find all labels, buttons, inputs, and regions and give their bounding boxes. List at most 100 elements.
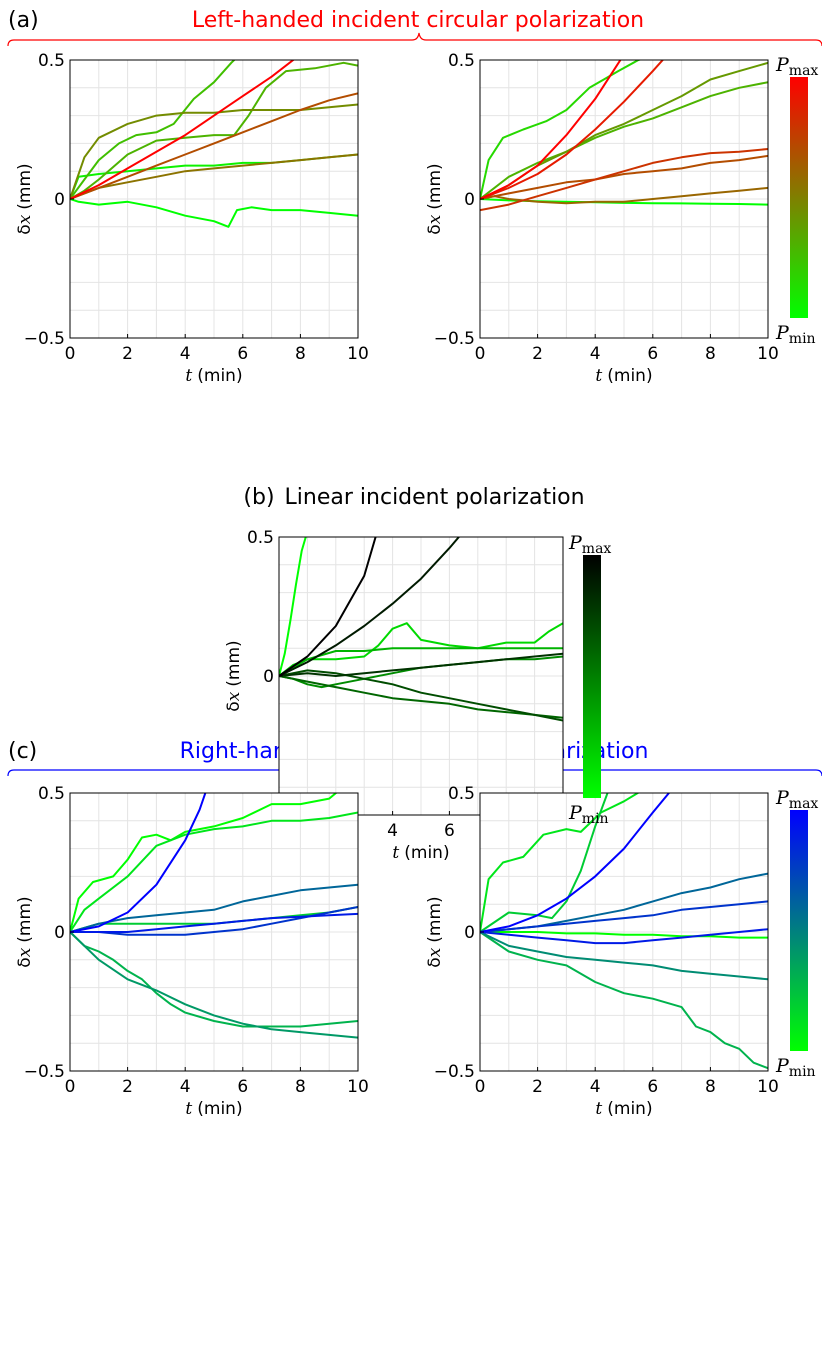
x-tick-label: 4 bbox=[590, 1077, 601, 1097]
y-tick-label: 0 bbox=[54, 190, 65, 210]
series-line-2 bbox=[279, 647, 563, 677]
x-axis-unit: (min) bbox=[607, 1099, 652, 1119]
colorbar-min-label: Pmin bbox=[775, 322, 816, 347]
series-line-1 bbox=[480, 793, 640, 933]
series-line-8 bbox=[70, 793, 207, 933]
x-tick-label: 4 bbox=[387, 821, 398, 841]
y-axis-unit: (mm) bbox=[224, 640, 244, 686]
colorbar-gradient bbox=[790, 77, 808, 318]
series-line-0 bbox=[70, 793, 338, 933]
series-group bbox=[279, 537, 563, 722]
series-line-0 bbox=[480, 931, 768, 939]
plot-c-right: 0 2 4 6 8 10−0.500.5t (min)δx(mm) bbox=[425, 784, 779, 1119]
x-tick-label: 10 bbox=[347, 1077, 369, 1097]
x-axis-var: t bbox=[392, 843, 399, 863]
series-line-2 bbox=[480, 793, 609, 933]
colorbar-gradient bbox=[583, 555, 601, 798]
section-b-text: Linear incident polarization bbox=[285, 485, 585, 510]
y-tick-label: 0 bbox=[54, 923, 65, 943]
y-axis-var: x bbox=[425, 947, 445, 957]
series-line-2 bbox=[70, 60, 236, 200]
x-axis-var: t bbox=[185, 366, 192, 386]
y-axis-var: x bbox=[224, 691, 244, 701]
series-line-3 bbox=[70, 931, 358, 1028]
series-group bbox=[480, 60, 768, 212]
x-tick-label: 8 bbox=[295, 344, 306, 364]
series-line-4 bbox=[480, 186, 768, 205]
x-tick-label: 6 bbox=[237, 1077, 248, 1097]
x-tick-label: 10 bbox=[757, 344, 779, 364]
colorbar-min-label-main: P bbox=[775, 1055, 790, 1077]
plot-a-right: 0 2 4 6 8 10−0.500.5t (min)δx(mm) bbox=[425, 51, 779, 386]
x-tick-label: 0 bbox=[65, 1077, 76, 1097]
series-line-6 bbox=[70, 92, 358, 200]
y-tick-label: 0.5 bbox=[38, 51, 65, 71]
colorbar-min-label: Pmin bbox=[775, 1055, 816, 1080]
section-c-label: (c) bbox=[8, 739, 37, 764]
x-tick-label: 10 bbox=[757, 1077, 779, 1097]
colorbar-max-label-sub: max bbox=[789, 63, 819, 79]
y-tick-label: 0 bbox=[464, 923, 475, 943]
y-axis-var: x bbox=[15, 214, 35, 224]
x-tick-label: 4 bbox=[180, 1077, 191, 1097]
colorbar-gradient bbox=[790, 810, 808, 1051]
x-tick-label: 8 bbox=[295, 1077, 306, 1097]
colorbar-max-label: Pmax bbox=[775, 787, 818, 812]
x-tick-label: 2 bbox=[122, 344, 133, 364]
y-axis-prefix: δ bbox=[15, 224, 35, 234]
section-a-brace bbox=[7, 32, 822, 47]
colorbar-min-label-sub: min bbox=[789, 1064, 816, 1080]
series-group bbox=[70, 60, 358, 228]
y-tick-label: −0.5 bbox=[434, 1062, 475, 1082]
series-line-5 bbox=[70, 883, 358, 933]
series-line-7 bbox=[70, 912, 358, 933]
y-axis-label: δx (mm) bbox=[425, 896, 445, 967]
x-axis-label: t (min) bbox=[185, 1099, 242, 1119]
colorbar-min-label-sub: min bbox=[582, 811, 609, 827]
series-line-0 bbox=[70, 198, 358, 228]
series-line-0 bbox=[279, 537, 307, 677]
colorbar-max-label-sub: max bbox=[789, 796, 819, 812]
x-tick-label: 6 bbox=[647, 1077, 658, 1097]
x-tick-label: 8 bbox=[705, 1077, 716, 1097]
x-axis-var: t bbox=[185, 1099, 192, 1119]
x-tick-label: 4 bbox=[180, 344, 191, 364]
x-tick-label: 0 bbox=[475, 1077, 486, 1097]
series-group bbox=[480, 793, 768, 1070]
y-tick-label: 0.5 bbox=[448, 51, 475, 71]
x-axis-label: t (min) bbox=[185, 366, 242, 386]
series-line-4 bbox=[70, 931, 358, 1039]
y-axis-label: δx (mm) bbox=[15, 896, 35, 967]
x-tick-label: 10 bbox=[347, 344, 369, 364]
y-axis-prefix: δ bbox=[224, 701, 244, 711]
series-line-2 bbox=[480, 81, 768, 200]
y-tick-label: 0 bbox=[464, 190, 475, 210]
colorbar-min-label-main: P bbox=[568, 802, 583, 824]
y-tick-label: 0.5 bbox=[38, 784, 65, 804]
series-line-6 bbox=[480, 148, 768, 212]
series-line-1 bbox=[70, 811, 358, 933]
y-axis-label: δx (mm) bbox=[425, 163, 445, 234]
colorbar-min-label-sub: min bbox=[789, 331, 816, 347]
y-tick-label: −0.5 bbox=[24, 1062, 65, 1082]
y-axis-prefix: δ bbox=[425, 957, 445, 967]
series-line-6 bbox=[279, 652, 563, 677]
x-axis-label: t (min) bbox=[392, 843, 449, 863]
series-line-5 bbox=[480, 154, 768, 200]
x-tick-label: 2 bbox=[122, 1077, 133, 1097]
series-line-8 bbox=[480, 793, 671, 933]
x-tick-label: 2 bbox=[532, 344, 543, 364]
colorbar-max-label-main: P bbox=[775, 787, 790, 809]
colorbar-max-label: Pmax bbox=[568, 532, 611, 557]
x-axis-label: t (min) bbox=[595, 366, 652, 386]
x-tick-label: 0 bbox=[475, 344, 486, 364]
plot-a-left: 0 2 4 6 8 10−0.500.5t (min)δx(mm) bbox=[15, 51, 369, 386]
x-tick-label: 6 bbox=[444, 821, 455, 841]
series-line-7 bbox=[279, 537, 461, 677]
series-line-7 bbox=[70, 60, 295, 200]
x-axis-unit: (min) bbox=[197, 1099, 242, 1119]
series-line-3 bbox=[70, 61, 358, 200]
series-line-4 bbox=[70, 103, 358, 200]
